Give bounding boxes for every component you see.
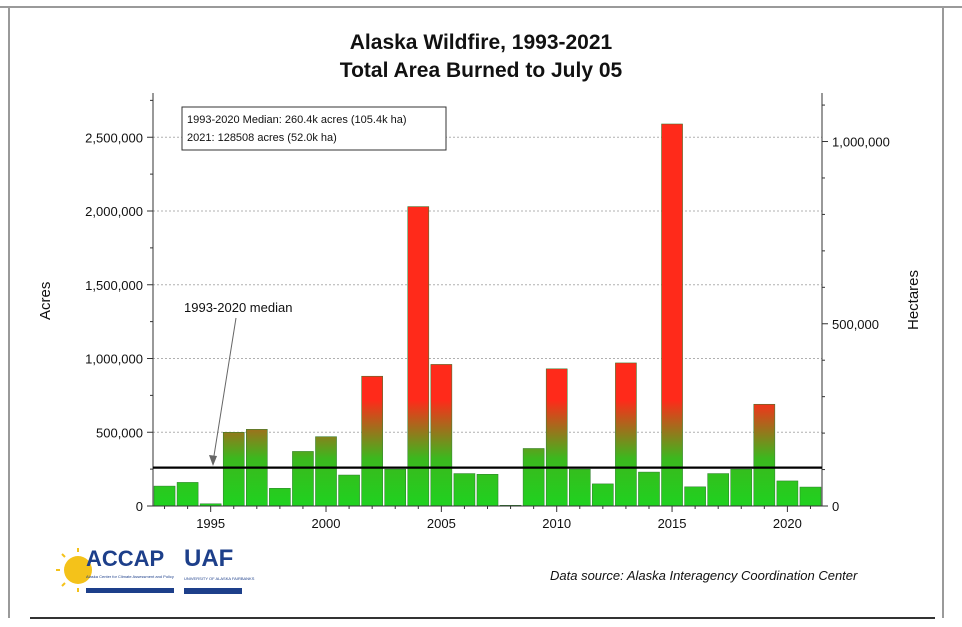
accap-subtext: Alaska Center for Climate Assessment and… [86,574,174,579]
sun-icon [64,556,92,584]
bar-2013 [615,362,637,507]
bar-2010 [545,368,568,507]
chart-title-line1: Alaska Wildfire, 1993-2021 [349,31,613,54]
bar-2014 [638,471,660,507]
y2-tick-label: 0 [832,499,839,514]
x-tick-label: 2020 [773,516,802,531]
tick-labels: 0 500,000 1,000,000 1,500,000 2,000,000 2,500… [85,99,890,531]
bar-2006 [453,473,476,507]
bar-2001 [338,474,360,507]
bar-2020 [776,480,799,507]
bar-2004 [407,206,430,507]
bar-2005 [430,364,453,507]
bar-1996 [222,432,245,507]
y-axis-label-acres: Acres [37,282,54,320]
y-tick-label: 0 [136,499,143,514]
y-tick-label: 1,000,000 [85,352,143,367]
uaf-logo-text: UAF [184,545,233,572]
bars [153,123,822,507]
frame-right-border [942,6,944,618]
bar-2009 [522,448,545,507]
bar-1994 [176,482,199,507]
accap-logo-text: ACCAP [86,546,164,571]
chart-title-line2: Total Area Burned to July 05 [339,59,623,82]
annotation-arrowhead [209,455,217,466]
bar-2017 [707,473,729,507]
y-tick-label: 2,500,000 [85,130,143,145]
data-source-text: Data source: Alaska Interagency Coordina… [550,568,858,583]
bar-2021 [799,486,822,507]
bar-2018 [730,468,753,507]
gridlines [153,136,822,433]
bar-2016 [684,486,706,507]
bar-1998 [269,488,291,507]
x-tick-label: 2000 [312,516,341,531]
x-tick-label: 2010 [542,516,571,531]
median-annotation: 1993-2020 median [184,300,292,466]
y2-tick-label: 1,000,000 [832,135,890,150]
bar-1993 [153,485,176,507]
x-tick-label: 1995 [196,516,225,531]
y2-tick-label: 500,000 [832,317,879,332]
bar-2012 [592,483,614,507]
accap-uaf-logo: ACCAP UAF Alaska Center for Climate Asse… [56,540,256,602]
legend-line1: 1993-2020 Median: 260.4k acres (105.4k h… [187,114,407,126]
y-tick-label: 1,500,000 [85,278,143,293]
frame-left-border [8,6,10,618]
x-tick-label: 2005 [427,516,456,531]
y-axis-label-hectares: Hectares [905,270,922,330]
bar-2000 [315,436,337,507]
legend-line2: 2021: 128508 acres (52.0k ha) [187,132,337,144]
bar-2011 [568,468,591,507]
bar-2002 [361,375,383,507]
uaf-subtext: UNIVERSITY OF ALASKA FAIRBANKS [184,576,255,581]
x-tick-label: 2015 [658,516,687,531]
bar-1999 [292,451,314,507]
median-annotation-label: 1993-2020 median [184,300,292,315]
frame-bottom-border [30,617,935,619]
y-tick-label: 2,000,000 [85,204,143,219]
annotation-arrow [212,317,237,463]
bar-2007 [476,474,499,507]
y-tick-label: 500,000 [96,425,143,440]
bar-2019 [753,403,776,507]
bar-2015 [661,123,683,507]
legend-box: 1993-2020 Median: 260.4k acres (105.4k h… [181,106,447,151]
bar-2003 [384,468,407,507]
frame-top-border [0,6,962,8]
